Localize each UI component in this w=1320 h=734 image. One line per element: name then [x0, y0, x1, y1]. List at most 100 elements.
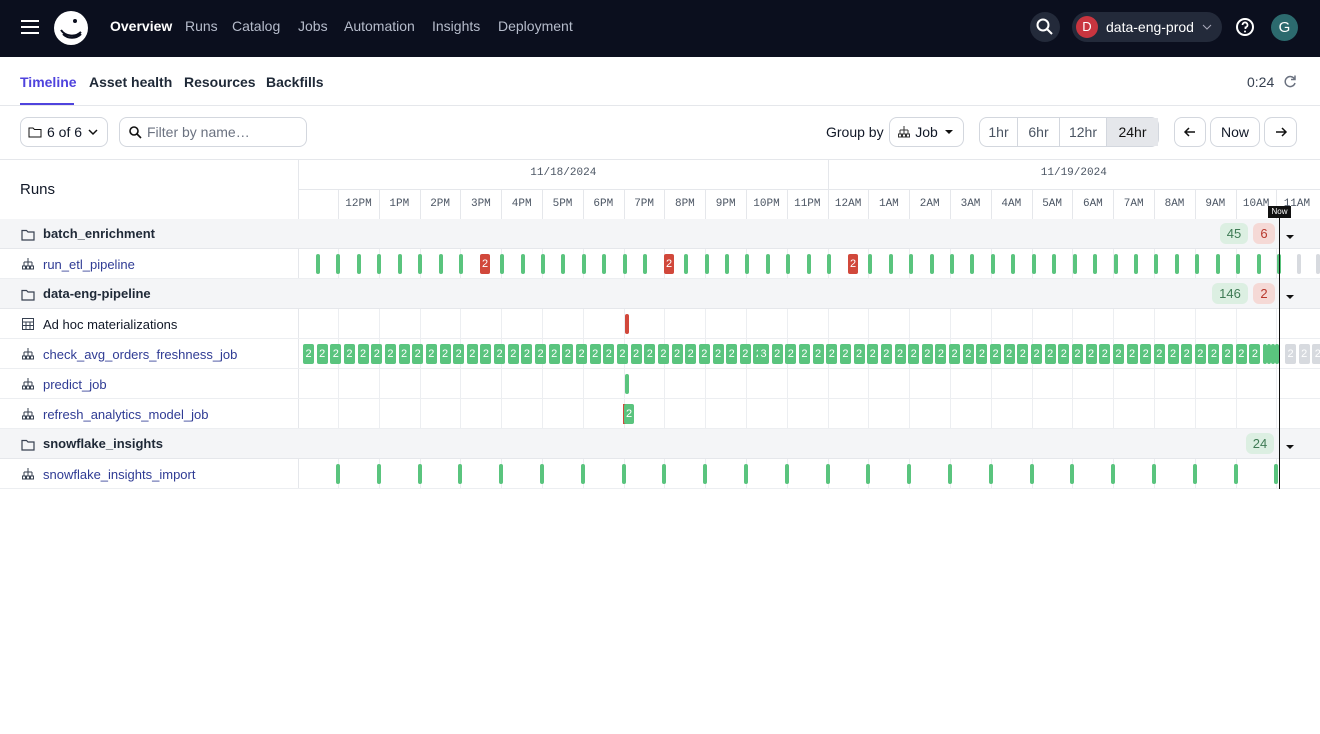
run-marker[interactable] [1073, 254, 1077, 274]
run-marker[interactable]: 2 [480, 344, 491, 364]
run-marker[interactable] [1070, 464, 1074, 484]
run-marker[interactable]: 2 [658, 344, 669, 364]
run-marker[interactable] [826, 464, 830, 484]
run-marker[interactable] [786, 254, 790, 274]
run-marker[interactable] [625, 314, 629, 334]
group-name[interactable]: data-eng-pipeline [43, 286, 151, 301]
run-marker[interactable]: 2 [1140, 344, 1151, 364]
run-marker[interactable]: 2 [867, 344, 878, 364]
run-marker[interactable] [684, 254, 688, 274]
run-marker[interactable] [581, 464, 585, 484]
group-by-select[interactable]: Job [889, 117, 964, 147]
run-marker[interactable] [1274, 464, 1278, 484]
run-marker[interactable]: 2 [1299, 344, 1310, 364]
avatar[interactable]: G [1271, 14, 1298, 41]
run-marker[interactable]: 2 [813, 344, 824, 364]
run-marker[interactable] [377, 254, 381, 274]
run-marker[interactable] [377, 464, 381, 484]
run-marker[interactable] [970, 254, 974, 274]
run-marker[interactable]: 2 [1099, 344, 1110, 364]
run-marker[interactable] [398, 254, 402, 274]
run-marker[interactable]: 2 [1031, 344, 1042, 364]
run-marker[interactable] [582, 254, 586, 274]
run-marker[interactable]: 2 [699, 344, 710, 364]
run-marker[interactable]: 2 [895, 344, 906, 364]
run-marker[interactable] [909, 254, 913, 274]
run-marker[interactable] [1175, 254, 1179, 274]
run-marker[interactable]: 2 [840, 344, 851, 364]
run-marker[interactable] [948, 464, 952, 484]
run-marker[interactable] [643, 254, 647, 274]
prev-button[interactable] [1174, 117, 1206, 147]
run-marker[interactable]: 2 [848, 254, 858, 274]
next-button[interactable] [1264, 117, 1297, 147]
run-marker[interactable]: 2 [854, 344, 865, 364]
refresh-button[interactable] [1283, 74, 1297, 88]
run-marker[interactable] [868, 254, 872, 274]
run-marker[interactable]: 2 [908, 344, 919, 364]
run-marker[interactable]: 2 [976, 344, 987, 364]
run-marker[interactable] [459, 254, 463, 274]
run-marker[interactable]: 2 [949, 344, 960, 364]
org-switcher[interactable]: D data-eng-prod [1072, 12, 1222, 42]
run-marker[interactable]: 2 [617, 344, 628, 364]
collapse-toggle[interactable] [1284, 439, 1296, 449]
run-marker[interactable] [500, 254, 504, 274]
folder-filter[interactable]: 6 of 6 [20, 117, 108, 147]
run-marker[interactable] [1195, 254, 1199, 274]
run-marker[interactable] [1236, 254, 1240, 274]
run-marker[interactable]: 2 [785, 344, 796, 364]
run-marker[interactable] [1216, 254, 1220, 274]
run-marker[interactable]: 2 [385, 344, 396, 364]
run-marker[interactable]: 2 [358, 344, 369, 364]
tab[interactable]: Backfills [266, 74, 324, 90]
run-marker[interactable] [907, 464, 911, 484]
run-marker[interactable] [807, 254, 811, 274]
run-marker[interactable]: 2 [303, 344, 314, 364]
run-marker[interactable]: 2 [1058, 344, 1069, 364]
run-marker[interactable]: 3 [758, 344, 769, 364]
run-marker[interactable]: 2 [1181, 344, 1192, 364]
run-marker[interactable] [418, 254, 422, 274]
run-marker[interactable] [1193, 464, 1197, 484]
tab[interactable]: Asset health [89, 74, 172, 90]
filter-input[interactable]: Filter by name… [119, 117, 307, 147]
nav-item[interactable]: Deployment [498, 18, 573, 34]
run-marker[interactable]: 2 [426, 344, 437, 364]
run-marker[interactable] [561, 254, 565, 274]
group-name[interactable]: snowflake_insights [43, 436, 163, 451]
run-marker[interactable] [930, 254, 934, 274]
run-marker[interactable]: 2 [1004, 344, 1015, 364]
nav-item[interactable]: Automation [344, 18, 415, 34]
run-marker[interactable]: 2 [664, 254, 674, 274]
collapse-toggle[interactable] [1284, 229, 1296, 239]
run-marker[interactable]: 2 [480, 254, 490, 274]
run-marker[interactable]: 2 [1236, 344, 1247, 364]
run-marker[interactable]: 2 [935, 344, 946, 364]
tab[interactable]: Timeline [20, 74, 77, 90]
run-marker[interactable]: 2 [603, 344, 614, 364]
run-marker[interactable]: 2 [644, 344, 655, 364]
run-marker[interactable] [1032, 254, 1036, 274]
run-marker[interactable]: 2 [740, 344, 751, 364]
range-button[interactable]: 6hr [1018, 118, 1060, 146]
run-marker[interactable]: 2 [1045, 344, 1056, 364]
run-marker[interactable]: 2 [963, 344, 974, 364]
run-marker[interactable] [827, 254, 831, 274]
run-marker[interactable]: 2 [467, 344, 478, 364]
run-marker[interactable] [1011, 254, 1015, 274]
collapse-toggle[interactable] [1284, 289, 1296, 299]
run-marker[interactable] [625, 374, 629, 394]
run-marker[interactable] [866, 464, 870, 484]
run-marker[interactable]: 2 [881, 344, 892, 364]
run-marker[interactable] [499, 464, 503, 484]
run-marker[interactable]: 2 [494, 344, 505, 364]
run-marker[interactable] [622, 464, 626, 484]
run-marker[interactable]: 2 [576, 344, 587, 364]
tab[interactable]: Resources [184, 74, 256, 90]
run-marker[interactable] [991, 254, 995, 274]
run-marker[interactable]: 2 [922, 344, 933, 364]
nav-item[interactable]: Catalog [232, 18, 280, 34]
run-marker[interactable]: 2 [1113, 344, 1124, 364]
job-name[interactable]: check_avg_orders_freshness_job [43, 347, 237, 362]
